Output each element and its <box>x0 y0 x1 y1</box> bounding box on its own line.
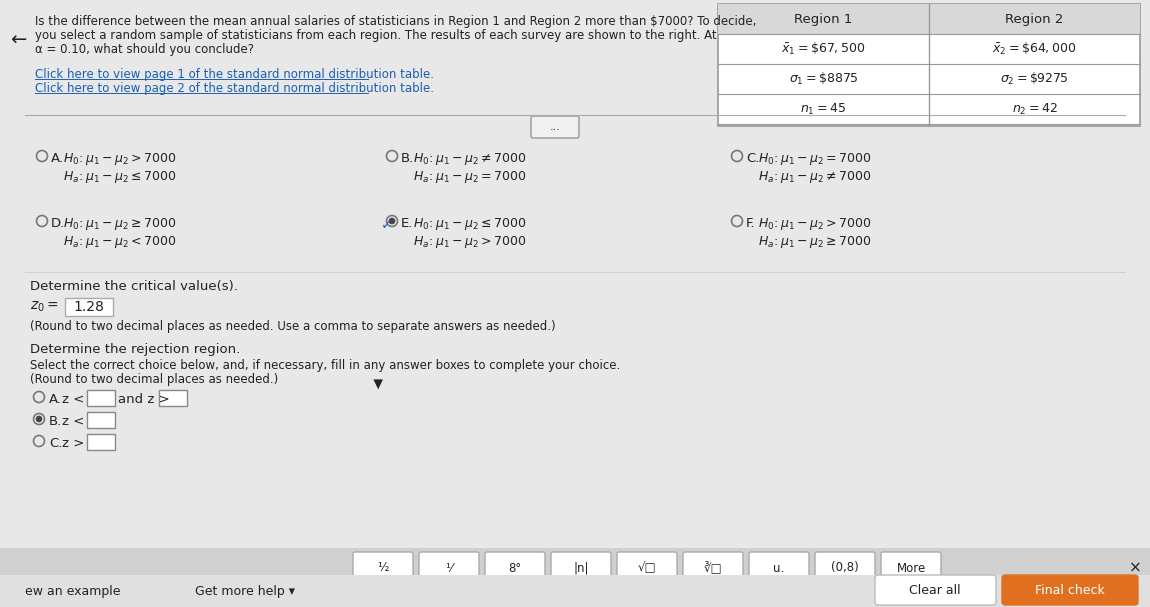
FancyBboxPatch shape <box>551 552 611 584</box>
Text: Select the correct choice below, and, if necessary, fill in any answer boxes to : Select the correct choice below, and, if… <box>30 359 620 372</box>
Text: $\bar{x}_2 = \$64,000$: $\bar{x}_2 = \$64,000$ <box>992 41 1076 57</box>
Text: √□: √□ <box>638 561 657 574</box>
Text: Region 1: Region 1 <box>795 13 852 25</box>
Text: ✓: ✓ <box>381 218 392 232</box>
FancyBboxPatch shape <box>815 552 875 584</box>
Text: 8°: 8° <box>508 561 522 574</box>
Text: $H_0\!: \mu_1 - \mu_2 \leq 7000$: $H_0\!: \mu_1 - \mu_2 \leq 7000$ <box>413 216 527 232</box>
Text: E.: E. <box>401 217 413 230</box>
Text: A.: A. <box>49 393 62 406</box>
FancyBboxPatch shape <box>683 552 743 584</box>
FancyBboxPatch shape <box>875 575 996 605</box>
Text: Region 2: Region 2 <box>1005 13 1064 25</box>
FancyBboxPatch shape <box>87 412 115 428</box>
Text: z >: z > <box>62 437 84 450</box>
Text: Clear all: Clear all <box>910 583 960 597</box>
Text: $\bar{x}_1 = \$67,500$: $\bar{x}_1 = \$67,500$ <box>781 41 866 57</box>
Circle shape <box>36 416 43 422</box>
FancyBboxPatch shape <box>419 552 480 584</box>
Text: Determine the critical value(s).: Determine the critical value(s). <box>30 280 238 293</box>
Text: |n|: |n| <box>573 561 589 574</box>
Text: $H_0\!: \mu_1 - \mu_2 \geq 7000$: $H_0\!: \mu_1 - \mu_2 \geq 7000$ <box>63 216 177 232</box>
FancyBboxPatch shape <box>87 434 115 450</box>
Text: $\sigma_1 = \$8875$: $\sigma_1 = \$8875$ <box>789 71 858 87</box>
FancyBboxPatch shape <box>881 552 941 584</box>
Text: ∛□: ∛□ <box>704 561 722 574</box>
Text: ×: × <box>1128 560 1141 575</box>
Text: Determine the rejection region.: Determine the rejection region. <box>30 343 240 356</box>
Text: $H_a\!: \mu_1 - \mu_2 < 7000$: $H_a\!: \mu_1 - \mu_2 < 7000$ <box>63 234 177 250</box>
Text: $H_a\!: \mu_1 - \mu_2 \leq 7000$: $H_a\!: \mu_1 - \mu_2 \leq 7000$ <box>63 169 177 185</box>
Text: B.: B. <box>49 415 62 428</box>
FancyBboxPatch shape <box>66 298 113 316</box>
Text: $H_0\!: \mu_1 - \mu_2 = 7000$: $H_0\!: \mu_1 - \mu_2 = 7000$ <box>758 151 872 167</box>
Text: α = 0.10, what should you conclude?: α = 0.10, what should you conclude? <box>34 43 254 56</box>
Circle shape <box>389 218 394 224</box>
Text: and z >: and z > <box>118 393 170 406</box>
Text: 1.28: 1.28 <box>74 300 105 314</box>
Text: $z_0 =$: $z_0 =$ <box>30 300 59 314</box>
Text: $H_a\!: \mu_1 - \mu_2 \neq 7000$: $H_a\!: \mu_1 - \mu_2 \neq 7000$ <box>758 169 872 185</box>
Text: z <: z < <box>62 415 84 428</box>
Text: ½: ½ <box>377 561 389 574</box>
FancyBboxPatch shape <box>718 4 1140 34</box>
Text: ⅟: ⅟ <box>446 561 452 574</box>
Text: F.: F. <box>746 217 756 230</box>
Text: z <: z < <box>62 393 84 406</box>
Text: u.: u. <box>773 561 784 574</box>
Text: Click here to view page 1 of the standard normal distribution table.: Click here to view page 1 of the standar… <box>34 68 434 81</box>
Text: $H_0\!: \mu_1 - \mu_2 \neq 7000$: $H_0\!: \mu_1 - \mu_2 \neq 7000$ <box>413 151 527 167</box>
Text: $H_0\!: \mu_1 - \mu_2 > 7000$: $H_0\!: \mu_1 - \mu_2 > 7000$ <box>758 216 872 232</box>
Text: (Round to two decimal places as needed.): (Round to two decimal places as needed.) <box>30 373 278 386</box>
Text: $H_0\!: \mu_1 - \mu_2 > 7000$: $H_0\!: \mu_1 - \mu_2 > 7000$ <box>63 151 177 167</box>
Text: ew an example: ew an example <box>25 585 121 597</box>
Text: $H_a\!: \mu_1 - \mu_2 > 7000$: $H_a\!: \mu_1 - \mu_2 > 7000$ <box>413 234 527 250</box>
Text: C.: C. <box>49 437 62 450</box>
Text: C.: C. <box>746 152 759 165</box>
Text: (Round to two decimal places as needed. Use a comma to separate answers as neede: (Round to two decimal places as needed. … <box>30 320 555 333</box>
Text: $H_a\!: \mu_1 - \mu_2 \geq 7000$: $H_a\!: \mu_1 - \mu_2 \geq 7000$ <box>758 234 872 250</box>
Text: ←: ← <box>10 30 26 50</box>
Text: More: More <box>896 561 926 574</box>
Text: Click here to view page 2 of the standard normal distribution table.: Click here to view page 2 of the standar… <box>34 82 434 95</box>
FancyBboxPatch shape <box>485 552 545 584</box>
Text: $\sigma_2 = \$9275$: $\sigma_2 = \$9275$ <box>1000 71 1070 87</box>
FancyBboxPatch shape <box>1002 575 1138 605</box>
Text: (0,8): (0,8) <box>831 561 859 574</box>
Text: D.: D. <box>51 217 66 230</box>
Text: Final check: Final check <box>1035 583 1105 597</box>
FancyBboxPatch shape <box>618 552 677 584</box>
FancyBboxPatch shape <box>0 575 1150 607</box>
Text: B.: B. <box>401 152 414 165</box>
Text: you select a random sample of statisticians from each region. The results of eac: you select a random sample of statistici… <box>34 29 716 42</box>
FancyBboxPatch shape <box>531 116 578 138</box>
FancyBboxPatch shape <box>0 548 1150 590</box>
FancyBboxPatch shape <box>353 552 413 584</box>
Text: $n_2 = 42$: $n_2 = 42$ <box>1012 101 1057 117</box>
FancyBboxPatch shape <box>87 390 115 406</box>
FancyBboxPatch shape <box>749 552 808 584</box>
Text: $n_1 = 45$: $n_1 = 45$ <box>800 101 846 117</box>
FancyBboxPatch shape <box>718 4 1140 126</box>
Text: ...: ... <box>550 122 560 132</box>
Text: $H_a\!: \mu_1 - \mu_2 = 7000$: $H_a\!: \mu_1 - \mu_2 = 7000$ <box>413 169 527 185</box>
Text: Is the difference between the mean annual salaries of statisticians in Region 1 : Is the difference between the mean annua… <box>34 15 757 28</box>
Text: A.: A. <box>51 152 64 165</box>
Text: Get more help ▾: Get more help ▾ <box>196 585 296 597</box>
FancyBboxPatch shape <box>159 390 187 406</box>
Text: ▲: ▲ <box>374 377 383 390</box>
